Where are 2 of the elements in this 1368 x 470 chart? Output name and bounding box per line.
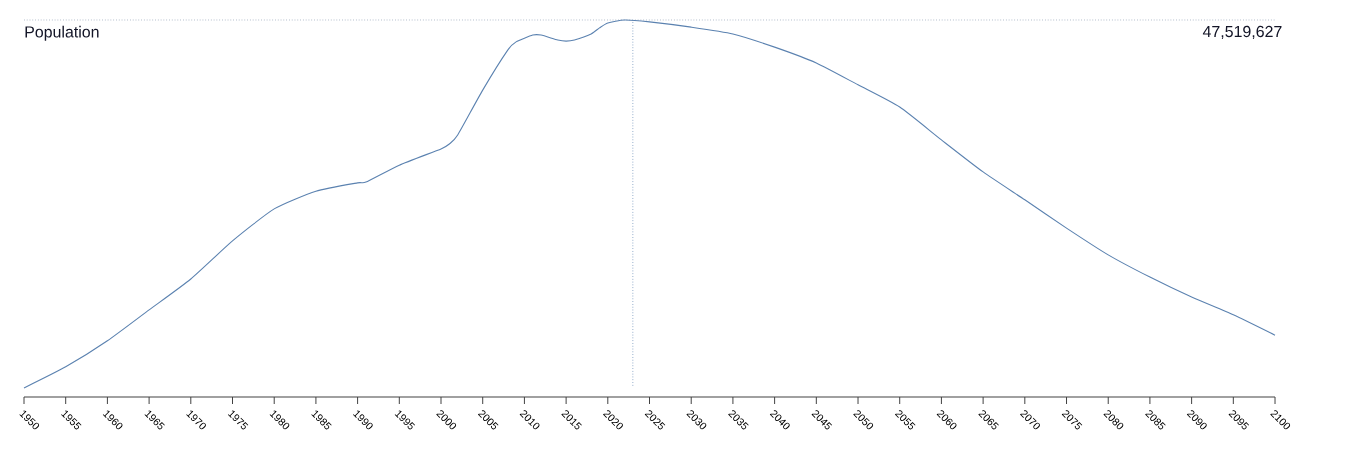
- annotation: 47,519,627: [1202, 25, 1282, 40]
- chart-title: Population: [25, 25, 99, 41]
